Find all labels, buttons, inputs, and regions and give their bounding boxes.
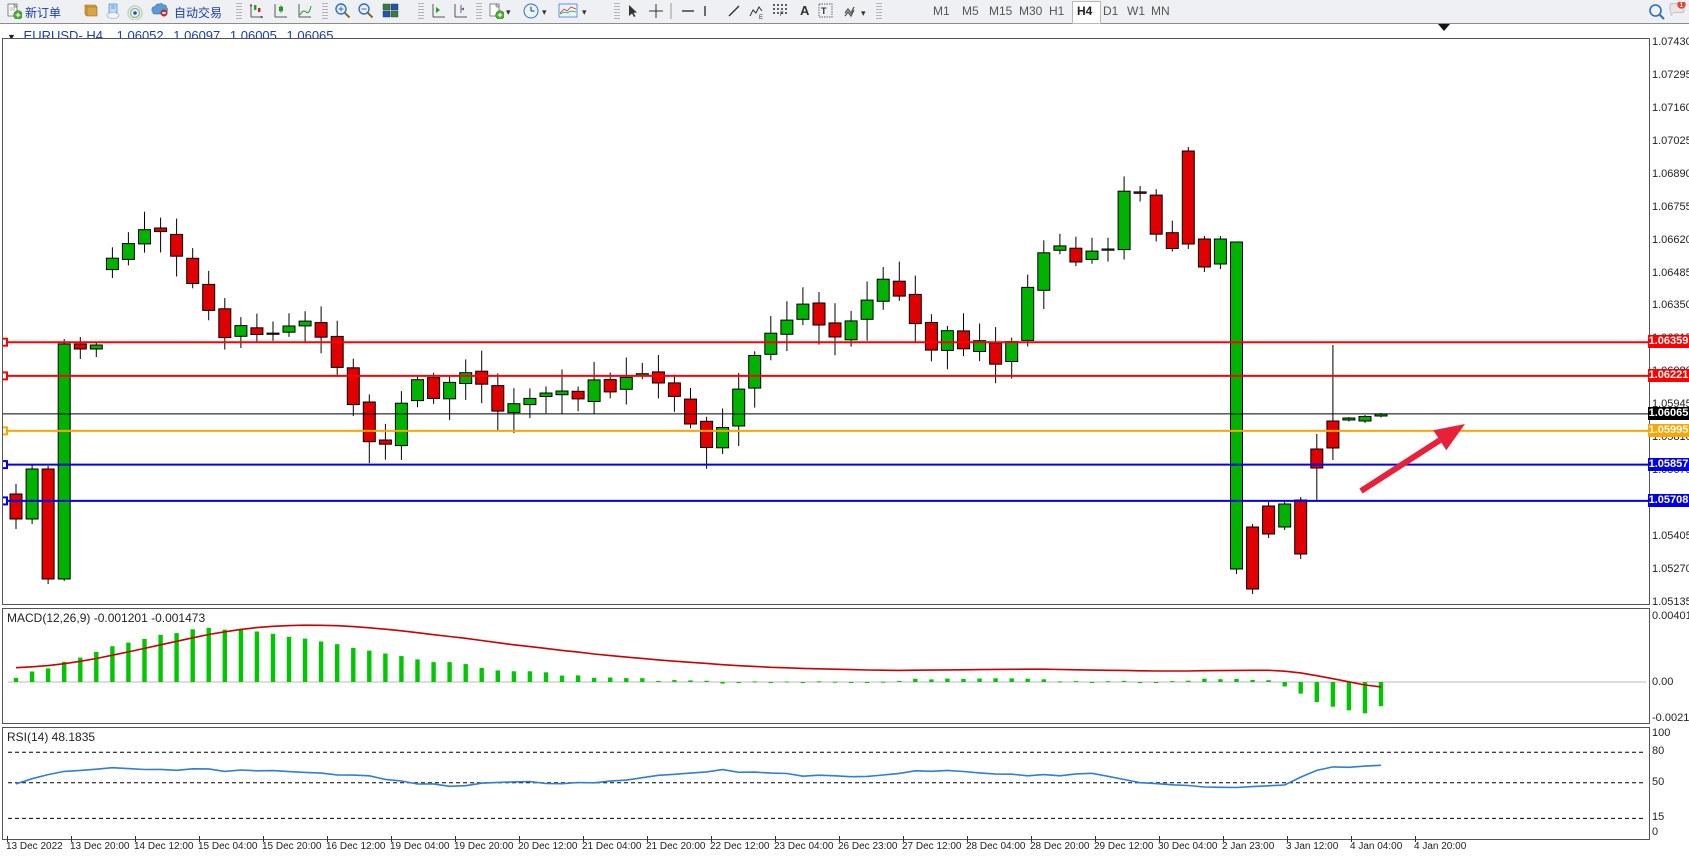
svg-text:T: T <box>821 6 827 16</box>
svg-text:F: F <box>780 12 784 17</box>
svg-text:E: E <box>759 15 763 20</box>
